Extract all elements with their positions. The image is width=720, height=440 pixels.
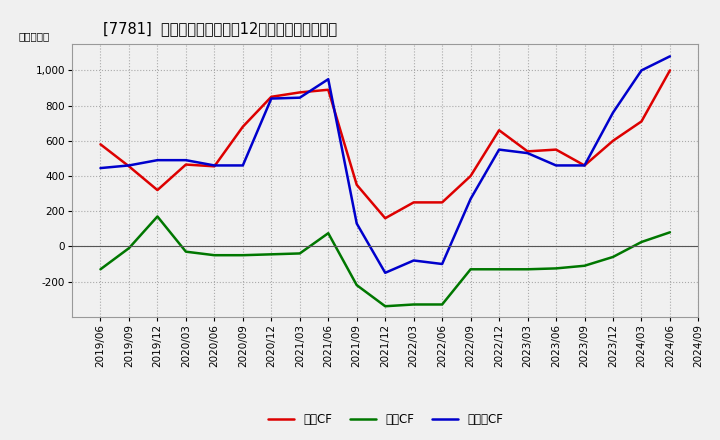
Line: 営業CF: 営業CF <box>101 70 670 218</box>
投資CF <box>552 266 560 271</box>
フリーCF <box>324 77 333 82</box>
フリーCF <box>125 163 133 168</box>
営業CF <box>181 162 190 167</box>
フリーCF <box>96 165 105 171</box>
営業CF <box>410 200 418 205</box>
営業CF <box>523 149 532 154</box>
Line: 投資CF: 投資CF <box>101 216 670 306</box>
投資CF <box>295 251 304 256</box>
フリーCF <box>267 96 276 101</box>
営業CF <box>381 216 390 221</box>
営業CF <box>238 124 247 129</box>
投資CF <box>410 302 418 307</box>
フリーCF <box>552 163 560 168</box>
投資CF <box>96 267 105 272</box>
フリーCF <box>410 258 418 263</box>
営業CF <box>467 173 475 179</box>
フリーCF <box>381 270 390 275</box>
フリーCF <box>181 158 190 163</box>
営業CF <box>665 68 674 73</box>
投資CF <box>324 231 333 236</box>
フリーCF <box>495 147 503 152</box>
営業CF <box>96 142 105 147</box>
投資CF <box>665 230 674 235</box>
投資CF <box>523 267 532 272</box>
営業CF <box>580 163 589 168</box>
フリーCF <box>637 68 646 73</box>
営業CF <box>210 164 219 169</box>
フリーCF <box>665 54 674 59</box>
フリーCF <box>210 163 219 168</box>
フリーCF <box>580 163 589 168</box>
営業CF <box>608 138 617 143</box>
投資CF <box>381 304 390 309</box>
営業CF <box>637 119 646 124</box>
営業CF <box>324 87 333 92</box>
営業CF <box>495 128 503 133</box>
フリーCF <box>352 221 361 226</box>
投資CF <box>637 239 646 245</box>
フリーCF <box>523 150 532 156</box>
投資CF <box>267 252 276 257</box>
投資CF <box>438 302 446 307</box>
フリーCF <box>295 95 304 100</box>
投資CF <box>467 267 475 272</box>
営業CF <box>267 94 276 99</box>
投資CF <box>153 214 162 219</box>
投資CF <box>181 249 190 254</box>
Line: フリーCF: フリーCF <box>101 56 670 273</box>
投資CF <box>495 267 503 272</box>
営業CF <box>552 147 560 152</box>
営業CF <box>352 182 361 187</box>
投資CF <box>352 282 361 288</box>
営業CF <box>295 90 304 95</box>
Text: （百万円）: （百万円） <box>19 31 50 41</box>
営業CF <box>438 200 446 205</box>
営業CF <box>153 187 162 193</box>
営業CF <box>125 164 133 169</box>
投資CF <box>125 246 133 251</box>
フリーCF <box>467 196 475 202</box>
投資CF <box>238 253 247 258</box>
Text: [7781]  キャッシュフローの12か月移動合計の推移: [7781] キャッシュフローの12か月移動合計の推移 <box>104 21 338 36</box>
フリーCF <box>153 158 162 163</box>
フリーCF <box>608 110 617 115</box>
フリーCF <box>238 163 247 168</box>
投資CF <box>608 254 617 260</box>
投資CF <box>210 253 219 258</box>
投資CF <box>580 263 589 268</box>
Legend: 営業CF, 投資CF, フリーCF: 営業CF, 投資CF, フリーCF <box>263 408 508 431</box>
フリーCF <box>438 261 446 267</box>
